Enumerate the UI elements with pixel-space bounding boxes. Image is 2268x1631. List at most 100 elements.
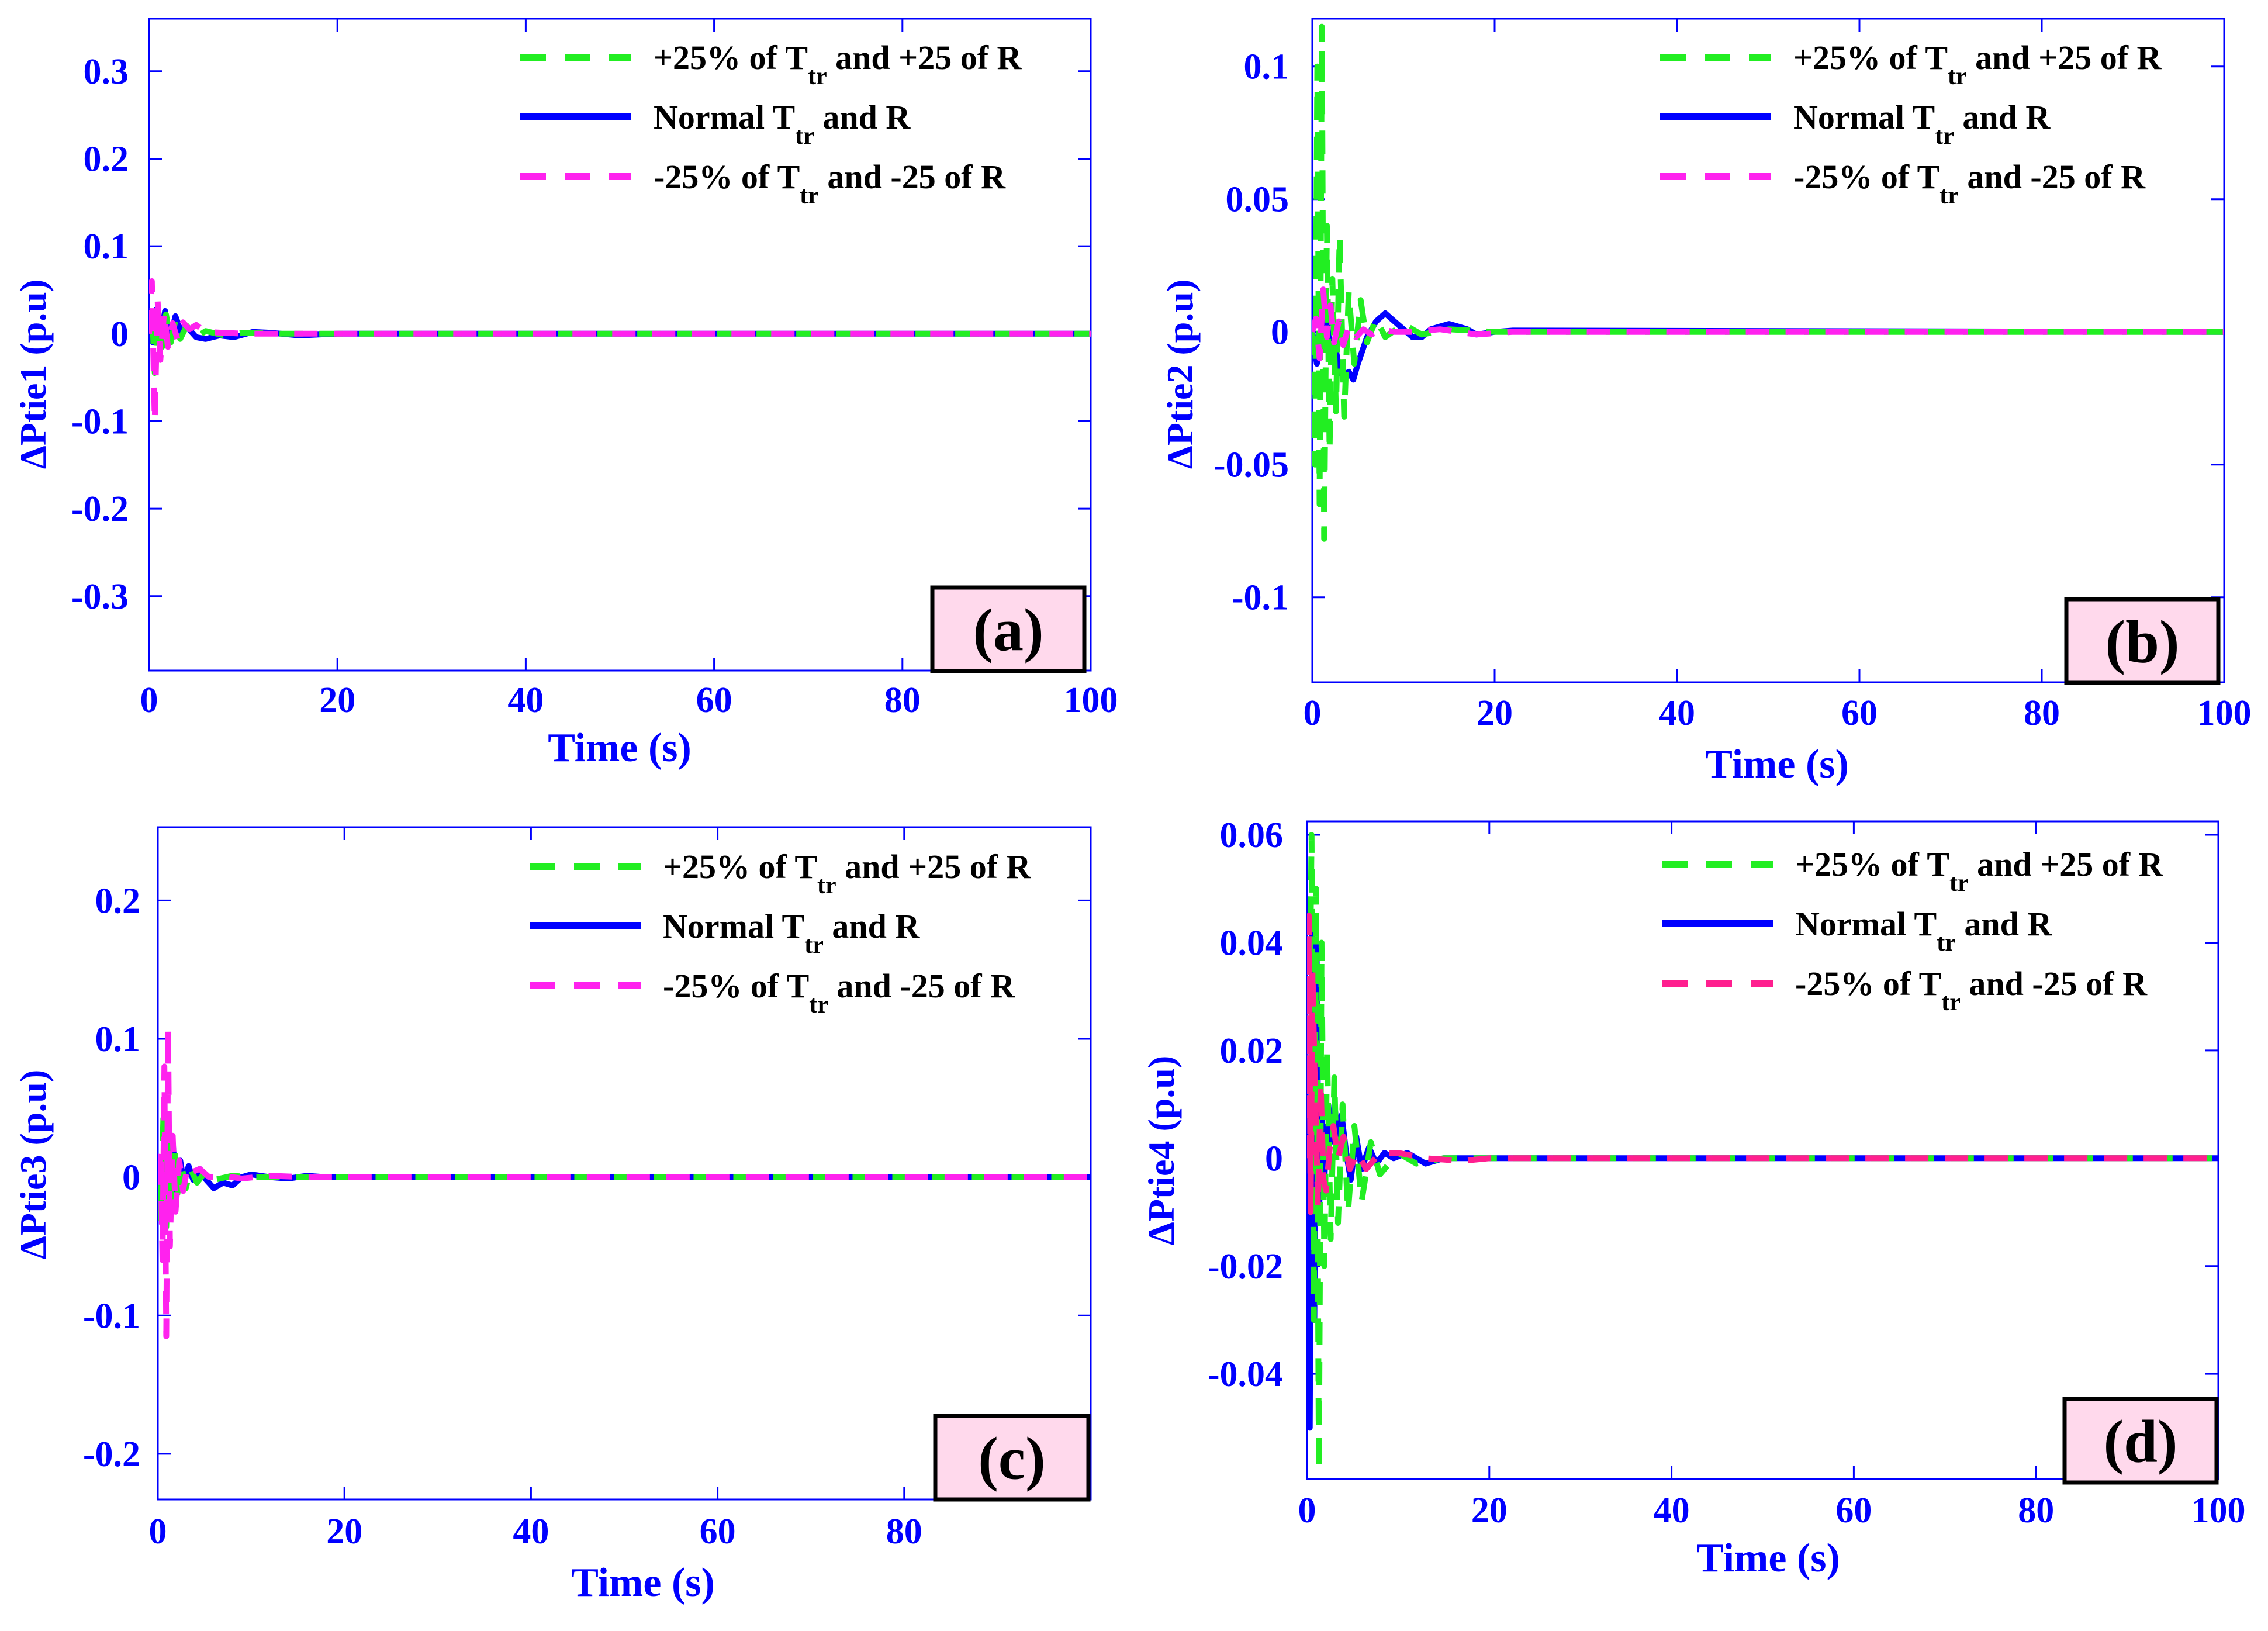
- panel-label: (a): [973, 597, 1043, 664]
- legend-label-prefix: Normal T: [654, 98, 795, 136]
- legend-label-prefix: -25% of T: [654, 158, 800, 196]
- legend-label-prefix: +25% of T: [1795, 845, 1949, 883]
- legend-label-suffix: and R: [814, 98, 911, 136]
- legend-label-subscript: tr: [1937, 929, 1956, 956]
- panel-label: (d): [2103, 1408, 2177, 1475]
- x-tick-label: 60: [1835, 1491, 1872, 1530]
- y-tick-label: 0.04: [1220, 923, 1284, 963]
- legend-label-suffix: and R: [1954, 98, 2051, 136]
- legend-label-prefix: -25% of T: [663, 967, 809, 1005]
- legend-label-minus25: -25% of Ttr and -25 of R: [1793, 158, 2146, 209]
- series-line-plus25: [1312, 23, 2224, 542]
- series-line-minus25: [149, 278, 1091, 424]
- legend-label-minus25: -25% of Ttr and -25 of R: [1795, 965, 2148, 1016]
- x-axis-label: Time (s): [548, 725, 692, 770]
- legend-label-suffix: and -25 of R: [819, 158, 1006, 196]
- legend-label-normal: Normal Ttr and R: [654, 98, 911, 150]
- panel-label: (c): [978, 1425, 1045, 1492]
- panel-label-badge: (c): [933, 1414, 1091, 1502]
- x-tick-label: 0: [1304, 693, 1322, 733]
- panel-1: 0 20 40 60 80 100 0.3 0.2 0.1 0 -0.1 -0.2 -0.3 Time (…: [12, 18, 1118, 770]
- panel-label-badge: (b): [2064, 597, 2221, 685]
- x-tick-label: 40: [1654, 1491, 1690, 1530]
- y-tick-label: 0.05: [1226, 180, 1289, 220]
- x-tick-label: 0: [140, 680, 158, 720]
- series-line-normal: [158, 1139, 1091, 1205]
- y-tick-label: -0.2: [71, 489, 129, 529]
- legend-label-suffix: and +25 of R: [1969, 845, 2164, 883]
- y-tick-label: -0.1: [83, 1296, 140, 1336]
- axes-box: [1306, 820, 2219, 1480]
- legend-label-subscript: tr: [795, 123, 814, 150]
- y-tick-label: 0.3: [84, 52, 129, 92]
- x-tick-label: 100: [2197, 693, 2252, 733]
- legend-label-subscript: tr: [1949, 870, 1969, 897]
- legend-label-suffix: and +25 of R: [836, 848, 1032, 886]
- series-line-normal: [149, 306, 1091, 345]
- y-tick-label: -0.05: [1213, 445, 1289, 485]
- legend-label-prefix: +25% of T: [654, 39, 808, 77]
- y-tick-label: 0: [110, 315, 129, 354]
- x-axis-label: Time (s): [571, 1560, 715, 1605]
- x-axis-label: Time (s): [1696, 1536, 1840, 1581]
- legend-label-normal: Normal Ttr and R: [663, 907, 920, 959]
- legend-label-prefix: -25% of T: [1793, 158, 1939, 196]
- legend-label-suffix: and -25 of R: [828, 967, 1015, 1005]
- panel-label-badge: (a): [930, 585, 1087, 673]
- y-tick-label: 0.1: [1244, 47, 1289, 87]
- x-tick-label: 40: [1659, 693, 1695, 733]
- y-tick-label: 0.02: [1220, 1031, 1284, 1071]
- x-tick-label: 60: [1841, 693, 1878, 733]
- legend-label-prefix: +25% of T: [663, 848, 817, 886]
- legend-label-subscript: tr: [809, 991, 828, 1018]
- legend-label-plus25: +25% of Ttr and +25 of R: [663, 848, 1032, 899]
- y-tick-label: -0.1: [71, 402, 129, 441]
- series-line-minus25: [1312, 286, 2224, 362]
- series-line-minus25: [1307, 913, 2218, 1215]
- legend-label-minus25: -25% of Ttr and -25 of R: [663, 967, 1015, 1018]
- legend-label-normal: Normal Ttr and R: [1793, 98, 2051, 150]
- y-tick-label: -0.04: [1208, 1354, 1283, 1394]
- x-tick-label: 60: [696, 680, 732, 720]
- legend-label-suffix: and R: [1956, 905, 2053, 943]
- x-tick-label: 20: [1471, 1491, 1508, 1530]
- panel-label-badge: (d): [2062, 1397, 2219, 1485]
- legend-label-prefix: Normal T: [1795, 905, 1937, 943]
- x-tick-label: 80: [886, 1512, 922, 1551]
- legend-label-plus25: +25% of Ttr and +25 of R: [1793, 39, 2162, 90]
- panel-3: 0 20 40 60 80 0.2 0.1 0 -0.1 -0.2 Time (s) ΔPtie3 (…: [12, 826, 1092, 1605]
- x-tick-label: 20: [319, 680, 355, 720]
- x-axis-label: Time (s): [1705, 742, 1849, 787]
- y-tick-label: 0: [1265, 1139, 1283, 1179]
- y-tick-label: -0.02: [1208, 1247, 1283, 1287]
- legend-label-suffix: and -25 of R: [1959, 158, 2146, 196]
- series-line-plus25: [158, 1112, 1091, 1230]
- legend-label-prefix: +25% of T: [1793, 39, 1948, 77]
- panel-2: 0 20 40 60 80 100 0.1 0.05 0 -0.05 -0.1 Time (s) ΔPt…: [1159, 18, 2252, 787]
- legend-label-subscript: tr: [800, 182, 819, 209]
- y-tick-label: 0.1: [95, 1020, 141, 1059]
- legend-label-suffix: and -25 of R: [1961, 965, 2148, 1003]
- legend-label-prefix: Normal T: [1793, 98, 1935, 136]
- y-tick-label: -0.1: [1232, 578, 1289, 618]
- x-tick-label: 20: [326, 1512, 362, 1551]
- legend-label-subscript: tr: [1941, 989, 1961, 1016]
- x-tick-label: 80: [884, 680, 921, 720]
- y-axis-label: ΔPtie3 (p.u): [12, 1070, 54, 1260]
- legend-label-subscript: tr: [808, 63, 827, 90]
- legend-label-subscript: tr: [804, 932, 824, 959]
- y-tick-label: 0.1: [84, 227, 129, 267]
- y-tick-label: 0.2: [95, 881, 141, 921]
- legend-label-subscript: tr: [817, 872, 836, 899]
- legend-label-suffix: and +25 of R: [1967, 39, 2162, 77]
- x-tick-label: 100: [1064, 680, 1118, 720]
- x-tick-label: 20: [1477, 693, 1513, 733]
- legend-label-suffix: and R: [824, 907, 921, 945]
- legend-label-subscript: tr: [1935, 123, 1954, 150]
- x-tick-label: 100: [2191, 1491, 2246, 1530]
- legend-label-plus25: +25% of Ttr and +25 of R: [654, 39, 1022, 90]
- y-tick-label: -0.3: [71, 577, 129, 617]
